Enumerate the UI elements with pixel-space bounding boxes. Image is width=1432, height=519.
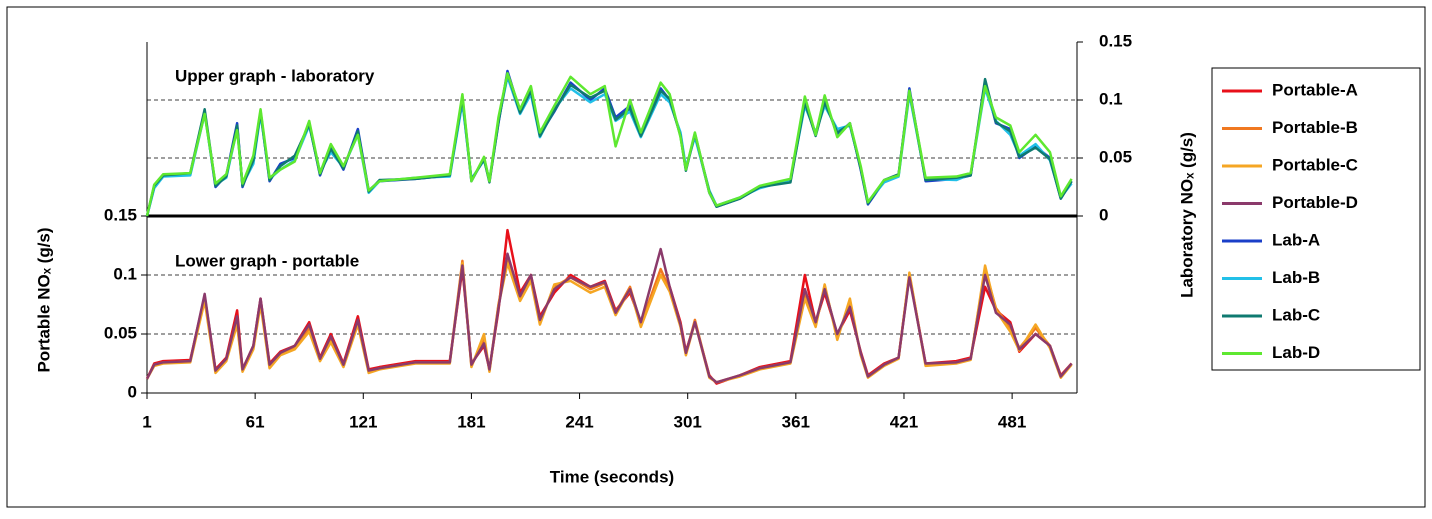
legend-label: Lab-A <box>1272 230 1320 249</box>
y2-tick-label: 0.15 <box>1099 31 1132 50</box>
y-tick-label: 0.05 <box>104 323 137 342</box>
x-tick-label: 241 <box>565 412 593 431</box>
y2-tick-label: 0.1 <box>1099 89 1123 108</box>
x-tick-label: 421 <box>890 412 918 431</box>
x-tick-label: 61 <box>246 412 265 431</box>
x-tick-label: 301 <box>674 412 702 431</box>
x-tick-label: 361 <box>782 412 810 431</box>
y2-axis-title: Laboratory NOₓ (g/s) <box>1177 132 1196 298</box>
x-tick-label: 121 <box>349 412 377 431</box>
x-axis-title: Time (seconds) <box>550 467 674 486</box>
legend-label: Lab-D <box>1272 343 1320 362</box>
legend-label: Portable-D <box>1272 193 1358 212</box>
y2-tick-label: 0.05 <box>1099 147 1132 166</box>
legend-label: Portable-B <box>1272 118 1358 137</box>
legend-label: Lab-C <box>1272 305 1320 324</box>
x-tick-label: 481 <box>998 412 1026 431</box>
legend-label: Lab-B <box>1272 268 1320 287</box>
legend-label: Portable-C <box>1272 155 1358 174</box>
y-tick-label: 0.15 <box>104 205 137 224</box>
y-tick-label: 0 <box>128 382 137 401</box>
x-tick-label: 1 <box>142 412 151 431</box>
annotation: Lower graph - portable <box>175 251 359 270</box>
series-line <box>145 247 1073 384</box>
x-tick-label: 181 <box>457 412 485 431</box>
chart-frame <box>6 6 1426 508</box>
y-axis-title: Portable NOₓ (g/s) <box>34 227 53 372</box>
legend-label: Portable-A <box>1272 80 1358 99</box>
annotation: Upper graph - laboratory <box>175 66 375 85</box>
series-line <box>145 72 1073 217</box>
y2-tick-label: 0 <box>1099 205 1108 224</box>
y-tick-label: 0.1 <box>113 264 137 283</box>
legend <box>1211 67 1421 371</box>
